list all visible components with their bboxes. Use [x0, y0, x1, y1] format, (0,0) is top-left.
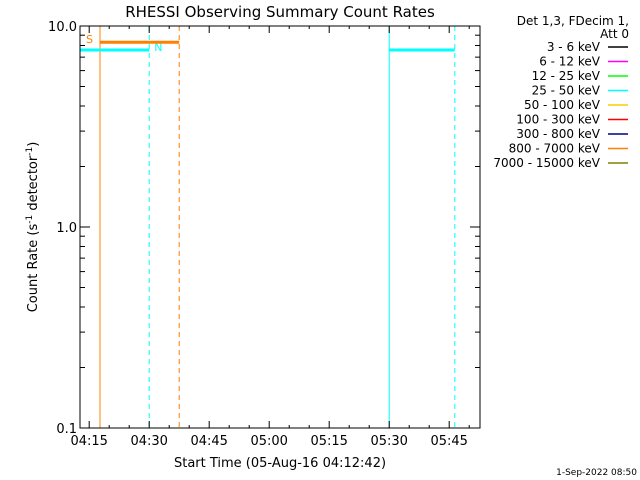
x-tick-label-0: 04:15 — [70, 434, 107, 449]
y-tick-label-0: 0.1 — [56, 422, 77, 437]
x-tick-label-5: 05:30 — [370, 434, 407, 449]
legend-header-line-1: Det 1,3, FDecim 1, — [517, 14, 629, 28]
event-label-0: S — [86, 33, 93, 46]
x-axis-label: Start Time (05-Aug-16 04:12:42) — [174, 456, 386, 471]
chart-title: RHESSI Observing Summary Count Rates — [125, 3, 435, 21]
legend-label-6: 300 - 800 keV — [516, 127, 600, 141]
y-tick-label-1: 1.0 — [56, 221, 77, 236]
legend-label-3: 25 - 50 keV — [532, 84, 601, 98]
x-tick-label-6: 05:45 — [430, 434, 467, 449]
legend-label-2: 12 - 25 keV — [532, 69, 601, 83]
legend-label-8: 7000 - 15000 keV — [493, 156, 600, 170]
event-label-1: N — [154, 41, 162, 54]
legend-label-0: 3 - 6 keV — [547, 40, 601, 54]
plot-area-frame — [79, 25, 481, 429]
legend-header-line-2: Att 0 — [600, 27, 629, 41]
legend-label-5: 100 - 300 keV — [516, 113, 600, 127]
x-tick-label-3: 05:00 — [250, 434, 287, 449]
legend-label-4: 50 - 100 keV — [524, 98, 601, 112]
legend-label-7: 800 - 7000 keV — [509, 142, 601, 156]
y-axis-label: Count Rate (s-1 detector-1) — [25, 142, 41, 313]
legend-label-1: 6 - 12 keV — [539, 55, 601, 69]
timestamp: 1-Sep-2022 08:50 — [556, 468, 637, 478]
x-tick-label-4: 05:15 — [310, 434, 347, 449]
x-tick-label-1: 04:30 — [130, 434, 167, 449]
x-tick-label-2: 04:45 — [190, 434, 227, 449]
y-tick-label-2: 10.0 — [48, 20, 77, 35]
